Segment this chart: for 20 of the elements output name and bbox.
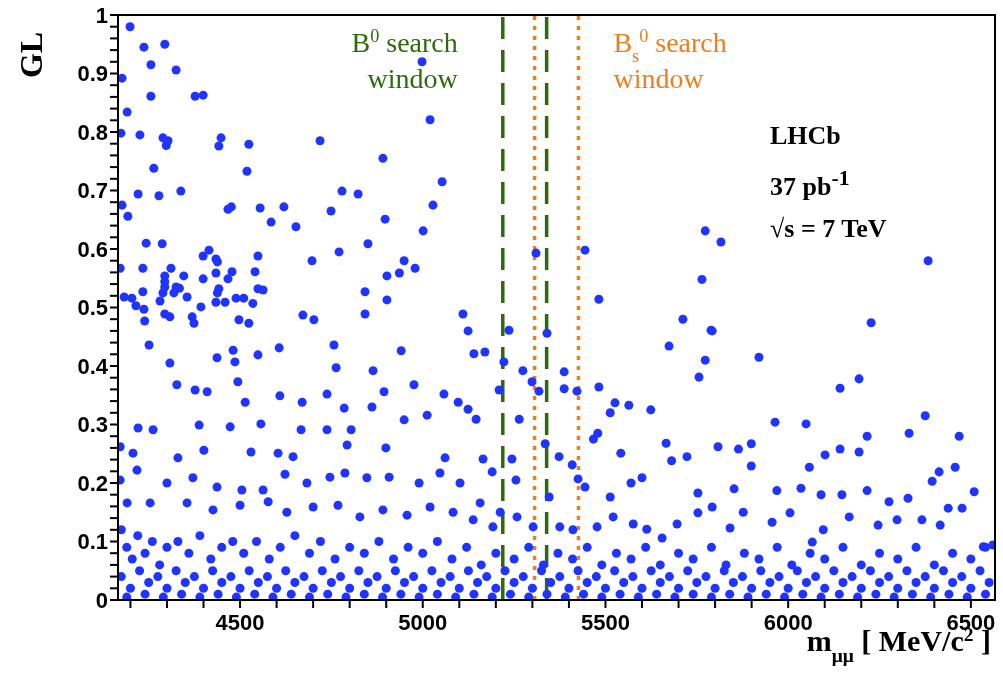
y-tick-label: 0.6: [77, 236, 108, 262]
y-tick-label: 0.4: [77, 353, 109, 379]
y-tick-label: 0.7: [77, 178, 108, 204]
ref-line-label: B$^{0}$ search window: [351, 26, 459, 94]
x-tick-label: 5000: [398, 609, 448, 635]
y-tick-label: 1: [95, 2, 108, 28]
ref-line-label: B$_{s}$$^{0}$ search window: [613, 26, 727, 94]
y-tick-label: 0.9: [77, 61, 108, 87]
y-tick-label: 0.3: [77, 412, 108, 438]
y-tick-label: 0: [95, 587, 108, 613]
y-axis-title: GL: [13, 31, 49, 79]
y-tick-label: 0.8: [77, 119, 108, 145]
y-tick-label: 0.2: [77, 470, 108, 496]
annotation: LHCb: [770, 120, 842, 152]
y-tick-label: 0.1: [77, 529, 108, 555]
y-tick-label: 0.5: [77, 295, 108, 321]
annotation: √s = 7 TeV: [770, 212, 887, 245]
annotation: 37 pb$^{-1}$: [770, 165, 851, 203]
x-tick-label: 5500: [580, 609, 630, 635]
x-tick-label: 4500: [215, 609, 265, 635]
